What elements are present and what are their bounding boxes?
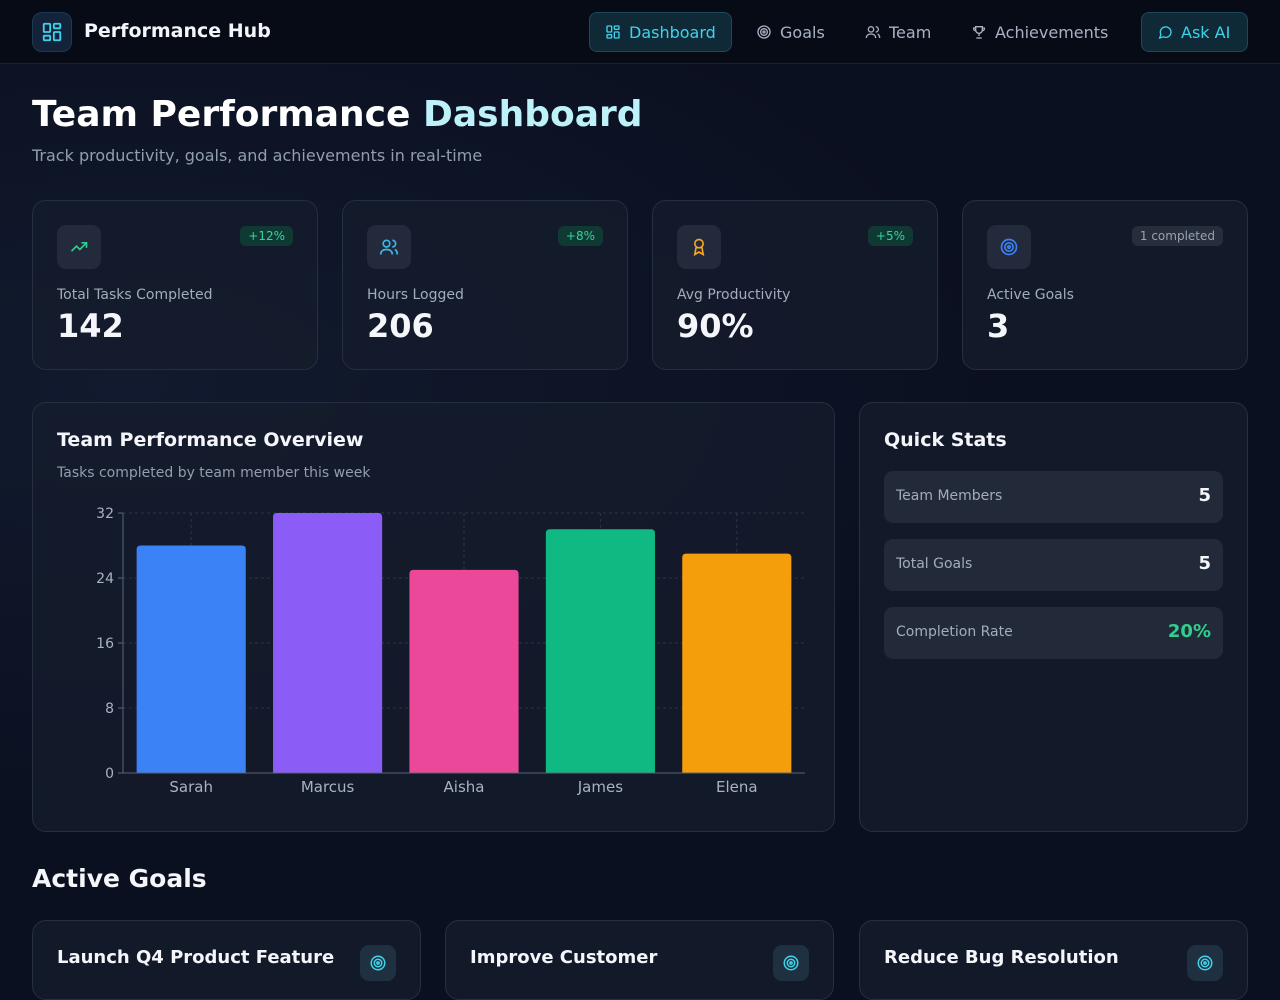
quick-stats-title: Quick Stats (884, 429, 1007, 451)
goal-title: Improve Customer (470, 947, 658, 968)
stat-value: 206 (367, 307, 434, 345)
goal-title: Launch Q4 Product Feature (57, 947, 335, 968)
y-tick-label: 24 (96, 571, 114, 587)
ask-ai-button[interactable]: Ask AI (1141, 12, 1248, 52)
nav-goals[interactable]: Goals (741, 12, 840, 52)
users-icon (865, 26, 881, 39)
stat-badge: +5% (867, 226, 913, 246)
bar-chart: Sarah Marcus Aisha James Elena 0 8 16 24 32 (96, 506, 805, 796)
nav-team[interactable]: Team (850, 12, 946, 52)
quick-stat-value: 20% (1167, 621, 1211, 642)
ask-ai-label: Ask AI (1181, 22, 1231, 42)
stat-badge: +8% (557, 226, 603, 246)
quick-stat-label: Team Members (896, 488, 1003, 504)
stat-icon-box (367, 225, 411, 269)
award-icon (693, 238, 705, 257)
target-icon (1197, 955, 1213, 971)
nav-achievements-label: Achievements (995, 22, 1109, 42)
nav-goals-label: Goals (780, 22, 825, 42)
chart-bar (682, 553, 792, 773)
chart-bar (273, 513, 383, 773)
y-tick-label: 0 (105, 766, 114, 782)
team-performance-panel: Team Performance Overview Tasks complete… (32, 402, 835, 832)
target-icon (370, 955, 386, 971)
goal-icon-box (360, 945, 396, 981)
stat-value: 90% (677, 307, 754, 345)
goal-card[interactable]: Improve Customer (445, 920, 834, 1000)
target-icon (783, 955, 799, 971)
stat-card-hours[interactable]: +8% Hours Logged 206 (342, 200, 628, 370)
page-subtitle: Track productivity, goals, and achieveme… (32, 146, 483, 165)
y-tick-label: 8 (105, 701, 114, 717)
stat-icon-box (57, 225, 101, 269)
x-tick-label: Elena (716, 778, 758, 796)
active-goals-heading: Active Goals (32, 864, 207, 893)
stat-card-tasks[interactable]: +12% Total Tasks Completed 142 (32, 200, 318, 370)
goal-icon-box (1187, 945, 1223, 981)
stat-label: Hours Logged (367, 287, 464, 303)
app-logo[interactable] (32, 12, 72, 52)
quick-stat-row: Completion Rate 20% (884, 607, 1223, 659)
x-tick-label: Aisha (444, 778, 485, 796)
quick-stat-value: 5 (1198, 553, 1211, 574)
x-tick-label: Marcus (301, 778, 355, 796)
page-title-main: Team Performance (32, 94, 423, 135)
quick-stat-row: Total Goals 5 (884, 539, 1223, 591)
chart-bar (409, 569, 519, 773)
x-tick-label: James (577, 778, 623, 796)
trophy-icon (972, 26, 986, 39)
goal-card[interactable]: Launch Q4 Product Feature (32, 920, 421, 1000)
stat-card-active-goals[interactable]: 1 completed Active Goals 3 (962, 200, 1248, 370)
chart-bar (545, 529, 655, 773)
app-title: Performance Hub (84, 20, 271, 42)
goal-card[interactable]: Reduce Bug Resolution (859, 920, 1248, 1000)
stat-value: 142 (57, 307, 124, 345)
quick-stat-row: Team Members 5 (884, 471, 1223, 523)
quick-stat-label: Completion Rate (896, 624, 1013, 640)
stat-value: 3 (987, 307, 1010, 345)
target-icon (1000, 238, 1018, 256)
users-icon (379, 239, 399, 255)
stat-badge: +12% (240, 226, 293, 246)
trending-up-icon (70, 242, 88, 252)
y-tick-label: 16 (96, 636, 114, 652)
target-icon (757, 25, 771, 39)
nav-dashboard-label: Dashboard (629, 22, 716, 42)
chart-bar (136, 545, 246, 773)
grid-icon (42, 22, 62, 42)
stat-card-productivity[interactable]: +5% Avg Productivity 90% (652, 200, 938, 370)
dashboard-icon (606, 25, 620, 39)
stat-badge: 1 completed (1131, 226, 1223, 246)
page-title: Team Performance Dashboard (32, 94, 643, 135)
stat-icon-box (987, 225, 1031, 269)
chart-panel-subtitle: Tasks completed by team member this week (57, 465, 371, 481)
nav-team-label: Team (889, 22, 932, 42)
nav-dashboard[interactable]: Dashboard (589, 12, 732, 52)
goal-icon-box (773, 945, 809, 981)
stat-label: Total Tasks Completed (57, 287, 213, 303)
quick-stat-label: Total Goals (896, 556, 973, 572)
top-navigation-bar: Performance Hub Dashboard Goals Team Ach… (0, 0, 1280, 64)
stat-label: Active Goals (987, 287, 1074, 303)
y-tick-label: 32 (96, 506, 114, 522)
stat-icon-box (677, 225, 721, 269)
quick-stat-value: 5 (1198, 485, 1211, 506)
nav-achievements[interactable]: Achievements (956, 12, 1123, 52)
goal-title: Reduce Bug Resolution (884, 947, 1119, 968)
stat-label: Avg Productivity (677, 287, 791, 303)
quick-stats-panel: Quick Stats Team Members 5 Total Goals 5… (859, 402, 1248, 832)
page-title-accent: Dashboard (422, 94, 643, 135)
x-tick-label: Sarah (169, 778, 213, 796)
chart-panel-title: Team Performance Overview (57, 429, 364, 451)
chat-bubble-icon (1158, 26, 1172, 40)
